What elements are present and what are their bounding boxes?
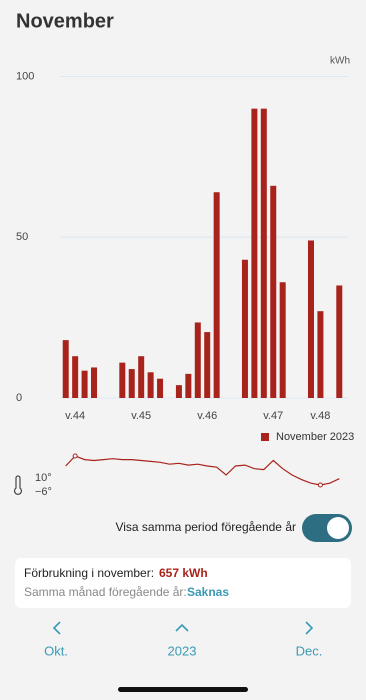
bar	[157, 378, 164, 398]
bar	[119, 362, 126, 398]
bar	[72, 356, 79, 398]
temp-label: −6°	[35, 486, 52, 498]
temp-label: 10°	[35, 472, 52, 484]
thermometer-icon	[13, 475, 23, 495]
extreme-marker	[317, 482, 323, 488]
bar	[175, 385, 182, 398]
nav-next[interactable]: Dec.	[296, 621, 323, 658]
previous-label: Samma månad föregående år:	[24, 585, 187, 599]
bar	[251, 108, 258, 399]
bar	[204, 332, 211, 398]
x-tick-label: v.47	[263, 410, 283, 422]
bar	[81, 370, 88, 398]
nav-next-label[interactable]: Dec.	[296, 643, 323, 658]
bar	[270, 185, 277, 398]
nav-current[interactable]: 2023	[168, 623, 197, 658]
nav-prev-label[interactable]: Okt.	[44, 643, 68, 658]
x-tick-label: v.46	[197, 410, 217, 422]
y-unit: kWh	[330, 56, 350, 67]
bar	[147, 372, 154, 398]
bar	[91, 367, 98, 398]
x-tick-label: v.48	[310, 410, 330, 422]
y-tick-label: 50	[16, 231, 28, 243]
nav-prev[interactable]: Okt.	[44, 621, 68, 658]
y-tick-label: 100	[16, 70, 34, 82]
x-tick-label: v.45	[131, 410, 151, 422]
previous-value: Saknas	[187, 585, 229, 599]
bar	[241, 259, 248, 398]
home-indicator	[118, 687, 248, 692]
y-tick-label: 0	[16, 392, 22, 404]
bar	[317, 311, 324, 398]
bar	[260, 108, 267, 399]
temperature-line	[65, 455, 340, 486]
toggle-label: Visa samma period föregående år	[115, 520, 296, 534]
bar	[128, 369, 135, 398]
bar	[213, 192, 220, 398]
bar	[138, 356, 145, 398]
nav-current-label[interactable]: 2023	[168, 643, 197, 658]
bar	[62, 340, 69, 398]
bar	[307, 240, 314, 398]
legend-swatch	[261, 433, 269, 441]
bar	[194, 322, 201, 398]
bar	[336, 285, 343, 398]
x-tick-label: v.44	[65, 410, 85, 422]
consumption-label: Förbrukning i november:	[24, 566, 154, 580]
legend-label: November 2023	[276, 431, 354, 443]
page-title: November	[16, 10, 114, 32]
toggle-switch[interactable]	[302, 514, 352, 542]
bar	[279, 282, 286, 398]
bar	[185, 373, 192, 398]
summary-card	[15, 558, 351, 608]
extreme-marker	[72, 453, 78, 459]
consumption-value: 657 kWh	[159, 566, 208, 580]
